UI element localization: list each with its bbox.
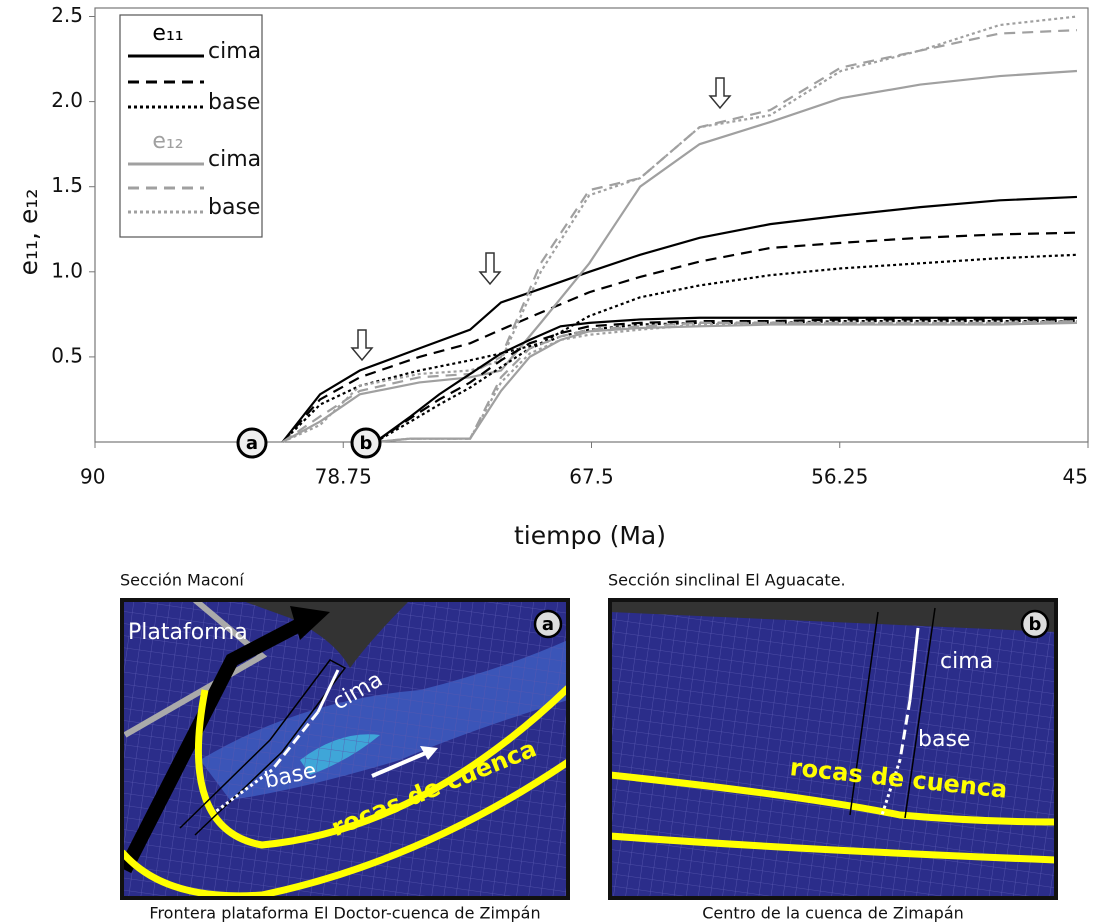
legend-label: base: [208, 90, 260, 115]
diagram-title: Sección sinclinal El Aguacate.: [608, 571, 846, 590]
diagram-frame: [120, 598, 570, 900]
y-tick-label: 2.5: [51, 3, 83, 27]
diagram-label: base: [918, 727, 970, 752]
legend-box: [119, 14, 263, 238]
x-axis-label: tiempo (Ma): [514, 521, 666, 550]
series-line: [374, 318, 1077, 443]
x-tick-label: 56.25: [811, 465, 868, 489]
series-line: [281, 231, 1077, 443]
arrow: [478, 252, 502, 286]
series-line: [375, 321, 1077, 444]
legend-title: e₁₂: [152, 129, 183, 154]
diagram-caption: Centro de la cuenca de Zimapán: [702, 904, 964, 923]
series-line: [374, 316, 1077, 443]
legend-label: cima: [208, 39, 261, 64]
series-line: [282, 15, 1078, 444]
legend: e₁₁ cima base e₁₂ cima base: [128, 21, 261, 220]
series-line: [281, 253, 1078, 443]
marker-circle: [236, 427, 268, 459]
series-layer: [281, 15, 1078, 444]
marker-circle: [350, 427, 382, 459]
series-line: [281, 29, 1078, 443]
diagram-b: [610, 600, 1056, 898]
legend-label: base: [208, 195, 260, 220]
legend-title: e₁₁: [152, 21, 183, 46]
diagram-a: [122, 600, 568, 898]
annotation: b: [360, 433, 373, 454]
x-tick-label: 45: [1063, 465, 1088, 489]
diagram-letter: a: [542, 614, 554, 635]
letter-circle: [533, 609, 563, 639]
series-line: [282, 69, 1078, 443]
letter-circle: [1020, 609, 1050, 639]
y-axis-label: e₁₁, e₁₂: [14, 189, 43, 276]
diagram-letter: b: [1029, 614, 1042, 635]
legend-label: cima: [208, 147, 261, 172]
diagram-label: cima: [940, 649, 993, 674]
series-line: [374, 320, 1077, 443]
diagram-label: Plataforma: [128, 620, 248, 645]
y-tick-label: 2.0: [51, 88, 83, 112]
arrow: [708, 77, 732, 110]
diagram-title: Sección Maconí: [120, 571, 244, 590]
x-tick-label: 90: [80, 465, 105, 489]
diagram-caption: Frontera plataforma El Doctor-cuenca de …: [149, 904, 540, 923]
series-line: [281, 195, 1078, 443]
series-line: [375, 320, 1077, 444]
y-tick-label: 1.0: [51, 258, 83, 282]
diagram-frame: [608, 598, 1058, 900]
arrows: [350, 77, 732, 362]
y-tick-label: 0.5: [51, 343, 83, 367]
x-tick-label: 67.5: [569, 465, 614, 489]
annotation: a: [246, 433, 258, 454]
x-tick-label: 78.75: [315, 465, 372, 489]
y-tick-label: 1.5: [51, 173, 83, 197]
arrow: [350, 329, 374, 362]
